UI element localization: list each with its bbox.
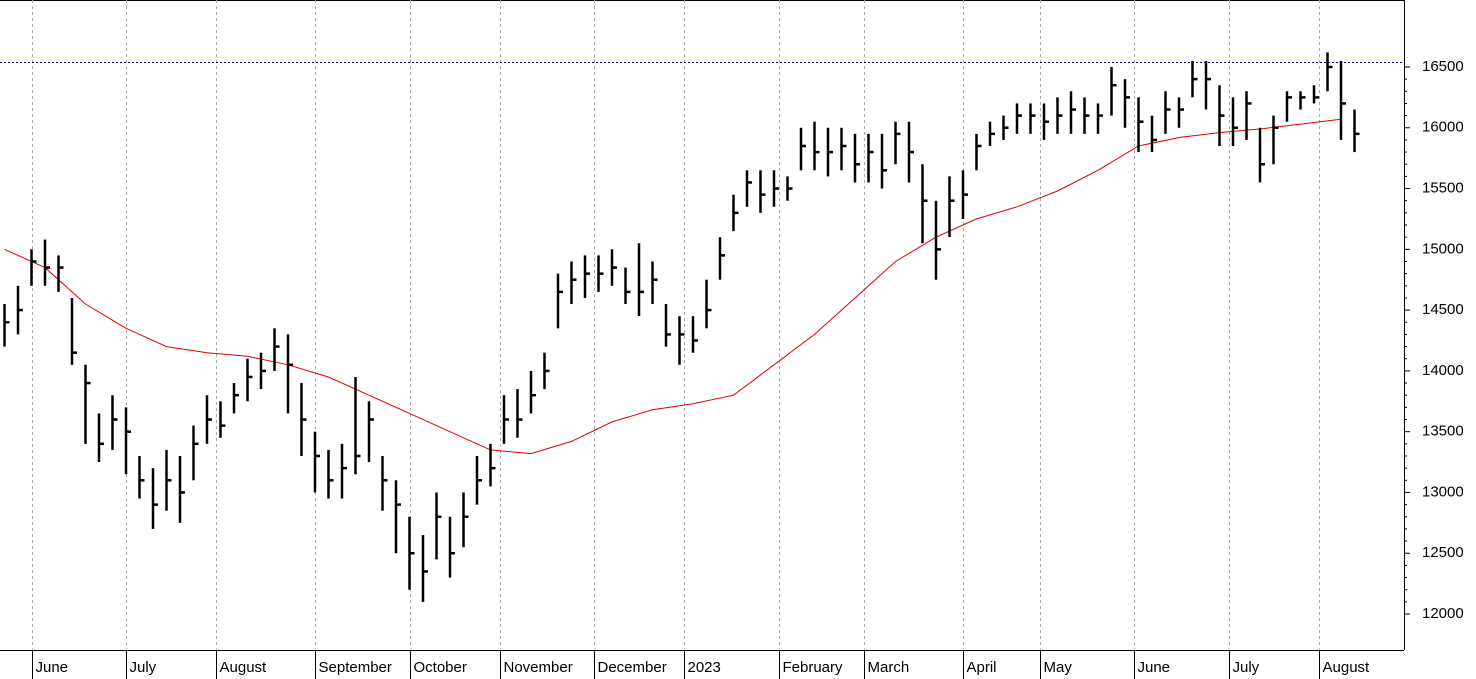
y-tick-label: 15500 [1422, 180, 1464, 197]
x-tick-label: June [36, 659, 69, 676]
y-tick-label: 13000 [1422, 483, 1464, 500]
x-tick-label: October [414, 659, 467, 676]
y-tick-label: 16000 [1422, 119, 1464, 136]
moving-average [4, 118, 1342, 455]
x-tick-label: September [319, 659, 392, 676]
x-tick-label: July [1233, 659, 1260, 676]
y-tick-label: 14000 [1422, 362, 1464, 379]
x-tick-label: 2023 [688, 659, 721, 676]
x-tick-label: August [1323, 659, 1371, 676]
y-tick-label: 15000 [1422, 240, 1464, 257]
x-tick-label: February [783, 659, 844, 676]
y-tick-label: 13500 [1422, 423, 1464, 440]
x-tick-label: May [1044, 659, 1073, 676]
x-tick-label: March [868, 659, 910, 676]
x-tick-label: April [967, 659, 997, 676]
x-tick-label: December [598, 659, 667, 676]
x-tick-label: November [504, 659, 573, 676]
x-tick-label: July [130, 659, 157, 676]
x-tick-label: June [1138, 659, 1171, 676]
y-tick-label: 12500 [1422, 544, 1464, 561]
y-tick-label: 16500 [1422, 58, 1464, 75]
x-tick-label: August [220, 659, 268, 676]
y-tick-label: 14500 [1422, 301, 1464, 318]
y-tick-label: 12000 [1422, 605, 1464, 622]
